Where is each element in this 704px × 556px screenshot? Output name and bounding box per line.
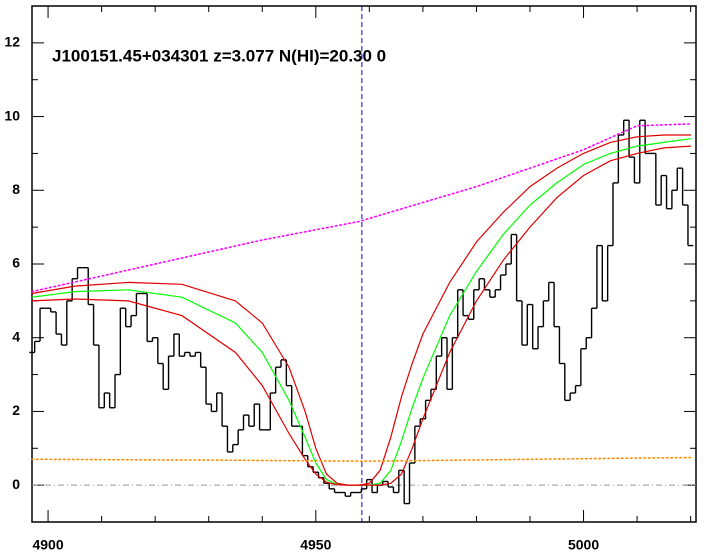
y-tick-label: 6 (12, 255, 20, 271)
error-line (31, 456, 692, 463)
y-tick-label: 0 (12, 476, 20, 492)
model-lower-line (31, 145, 692, 486)
annotation: J100151.45+034301 z=3.077 N(HI)=20.30 0 (52, 46, 386, 65)
model-line (31, 138, 692, 486)
y-tick-label: 2 (12, 402, 20, 418)
y-tick-label: 4 (12, 328, 20, 344)
model-upper-line (31, 134, 692, 486)
y-tick-label: 10 (4, 107, 20, 123)
continuum-line (31, 123, 692, 293)
x-tick-label: 4950 (300, 537, 331, 553)
y-tick-label: 8 (12, 181, 20, 197)
y-tick-label: 12 (4, 34, 20, 50)
x-tick-label: 4900 (32, 537, 63, 553)
x-tick-label: 5000 (568, 537, 599, 553)
